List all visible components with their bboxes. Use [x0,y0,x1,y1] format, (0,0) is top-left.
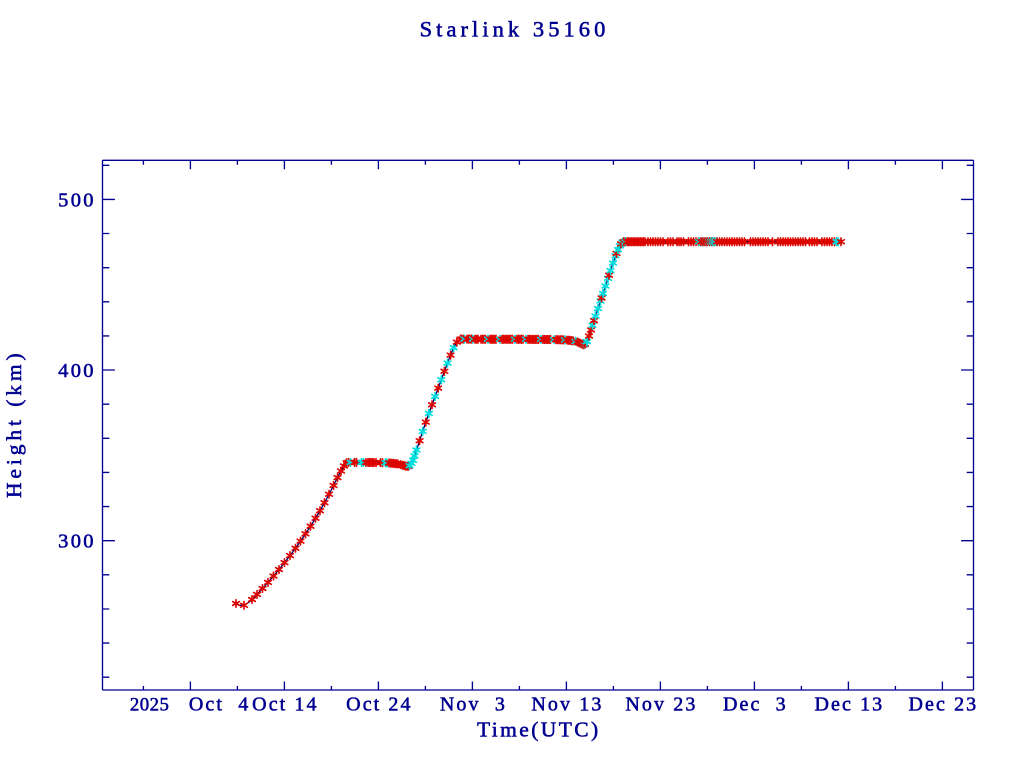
svg-text:Nov 3: Nov 3 [440,694,507,716]
svg-text:2025: 2025 [130,695,170,716]
svg-text:Oct 14: Oct 14 [252,694,318,716]
svg-text:Time(UTC): Time(UTC) [477,718,601,742]
svg-text:Nov 23: Nov 23 [625,694,697,716]
svg-text:Nov 13: Nov 13 [531,694,603,716]
svg-text:Dec 23: Dec 23 [908,694,978,716]
svg-text:Oct 24: Oct 24 [346,694,412,716]
svg-text:Dec 13: Dec 13 [814,694,884,716]
svg-text:Starlink 35160: Starlink 35160 [420,17,610,42]
svg-text:Height (km): Height (km) [2,349,26,498]
svg-text:Oct 4: Oct 4 [189,694,250,716]
svg-text:500: 500 [58,189,96,211]
svg-text:Dec 3: Dec 3 [723,694,788,716]
svg-text:300: 300 [58,531,96,553]
svg-text:400: 400 [58,360,96,382]
